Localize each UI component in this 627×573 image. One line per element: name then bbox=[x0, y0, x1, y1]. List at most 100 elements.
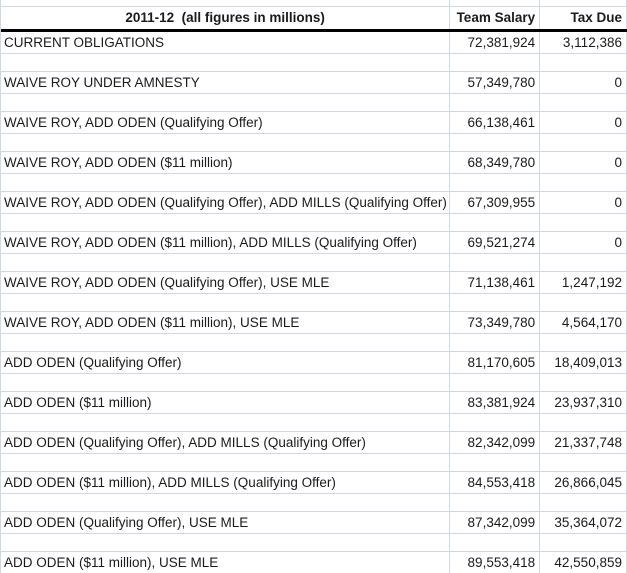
tax-due-cell[interactable]: 4,564,170 bbox=[540, 312, 627, 333]
team-salary-cell[interactable]: 57,349,780 bbox=[450, 72, 541, 93]
scenario-cell[interactable]: CURRENT OBLIGATIONS bbox=[1, 32, 451, 53]
header-team-salary-cell[interactable]: Team Salary bbox=[450, 7, 541, 29]
table-row: WAIVE ROY, ADD ODEN ($11 million) 68,349… bbox=[1, 152, 627, 174]
cell[interactable] bbox=[450, 254, 541, 271]
cell[interactable] bbox=[450, 214, 541, 231]
team-salary-cell[interactable]: 83,381,924 bbox=[450, 392, 541, 413]
cell[interactable] bbox=[540, 534, 627, 551]
empty-row bbox=[1, 254, 627, 272]
scenario-cell[interactable]: ADD ODEN ($11 million) bbox=[1, 392, 451, 413]
partial-row-above-header bbox=[1, 0, 627, 7]
tax-due-cell[interactable]: 18,409,013 bbox=[540, 352, 627, 373]
scenario-cell[interactable]: WAIVE ROY, ADD ODEN ($11 million) bbox=[1, 152, 451, 173]
scenario-cell[interactable]: WAIVE ROY, ADD ODEN (Qualifying Offer), … bbox=[1, 192, 451, 213]
cell[interactable] bbox=[1, 134, 451, 151]
cell[interactable] bbox=[450, 294, 541, 311]
team-salary-cell[interactable]: 66,138,461 bbox=[450, 112, 541, 133]
cell[interactable] bbox=[450, 414, 541, 431]
cell[interactable] bbox=[1, 414, 451, 431]
header-title-cell[interactable]: 2011-12 (all figures in millions) bbox=[1, 7, 451, 29]
tax-due-cell[interactable]: 0 bbox=[540, 232, 627, 253]
cell[interactable] bbox=[540, 0, 627, 6]
scenario-cell[interactable]: ADD ODEN (Qualifying Offer) bbox=[1, 352, 451, 373]
scenario-cell[interactable]: ADD ODEN (Qualifying Offer), USE MLE bbox=[1, 512, 451, 533]
tax-due-cell[interactable]: 0 bbox=[540, 72, 627, 93]
cell[interactable] bbox=[1, 54, 451, 71]
cell[interactable] bbox=[1, 174, 451, 191]
cell[interactable] bbox=[540, 174, 627, 191]
cell[interactable] bbox=[1, 94, 451, 111]
cell[interactable] bbox=[540, 254, 627, 271]
team-salary-cell[interactable]: 89,553,418 bbox=[450, 552, 541, 573]
team-salary-cell[interactable]: 72,381,924 bbox=[450, 32, 541, 53]
tax-due-cell[interactable]: 26,866,045 bbox=[540, 472, 627, 493]
scenario-cell[interactable]: WAIVE ROY UNDER AMNESTY bbox=[1, 72, 451, 93]
team-salary-cell[interactable]: 68,349,780 bbox=[450, 152, 541, 173]
tax-due-cell[interactable]: 3,112,386 bbox=[540, 32, 627, 53]
tax-due-cell[interactable]: 0 bbox=[540, 112, 627, 133]
scenario-cell[interactable]: WAIVE ROY, ADD ODEN ($11 million), USE M… bbox=[1, 312, 451, 333]
scenario-cell[interactable]: WAIVE ROY, ADD ODEN ($11 million), ADD M… bbox=[1, 232, 451, 253]
team-salary-cell[interactable]: 69,521,274 bbox=[450, 232, 541, 253]
cell[interactable] bbox=[1, 294, 451, 311]
cell[interactable] bbox=[450, 174, 541, 191]
cell[interactable] bbox=[450, 94, 541, 111]
cell[interactable] bbox=[1, 494, 451, 511]
empty-row bbox=[1, 374, 627, 392]
team-salary-cell[interactable]: 81,170,605 bbox=[450, 352, 541, 373]
cell[interactable] bbox=[450, 454, 541, 471]
cell[interactable] bbox=[1, 0, 451, 6]
cell[interactable] bbox=[450, 534, 541, 551]
scenario-cell[interactable]: ADD ODEN ($11 million), ADD MILLS (Quali… bbox=[1, 472, 451, 493]
table-row: ADD ODEN (Qualifying Offer), ADD MILLS (… bbox=[1, 432, 627, 454]
tax-due-cell[interactable]: 42,550,859 bbox=[540, 552, 627, 573]
cell[interactable] bbox=[540, 54, 627, 71]
team-salary-cell[interactable]: 82,342,099 bbox=[450, 432, 541, 453]
cell[interactable] bbox=[540, 494, 627, 511]
cell[interactable] bbox=[540, 414, 627, 431]
cell[interactable] bbox=[540, 374, 627, 391]
cell[interactable] bbox=[1, 374, 451, 391]
cell[interactable] bbox=[450, 494, 541, 511]
cell[interactable] bbox=[1, 334, 451, 351]
scenario-cell[interactable]: ADD ODEN ($11 million), USE MLE bbox=[1, 552, 451, 573]
table-row: WAIVE ROY UNDER AMNESTY 57,349,780 0 bbox=[1, 72, 627, 94]
cell[interactable] bbox=[1, 254, 451, 271]
tax-due-cell[interactable]: 23,937,310 bbox=[540, 392, 627, 413]
team-salary-cell[interactable]: 87,342,099 bbox=[450, 512, 541, 533]
empty-row bbox=[1, 414, 627, 432]
cell[interactable] bbox=[540, 334, 627, 351]
table-row: WAIVE ROY, ADD ODEN ($11 million), ADD M… bbox=[1, 232, 627, 254]
empty-row bbox=[1, 134, 627, 152]
scenario-cell[interactable]: WAIVE ROY, ADD ODEN (Qualifying Offer), … bbox=[1, 272, 451, 293]
cell[interactable] bbox=[540, 94, 627, 111]
cell[interactable] bbox=[450, 54, 541, 71]
cell[interactable] bbox=[450, 134, 541, 151]
empty-row bbox=[1, 94, 627, 112]
cell[interactable] bbox=[1, 214, 451, 231]
team-salary-cell[interactable]: 73,349,780 bbox=[450, 312, 541, 333]
cell[interactable] bbox=[540, 214, 627, 231]
header-tax-due-cell[interactable]: Tax Due bbox=[540, 7, 627, 29]
cell[interactable] bbox=[450, 374, 541, 391]
scenario-cell[interactable]: WAIVE ROY, ADD ODEN (Qualifying Offer) bbox=[1, 112, 451, 133]
team-salary-cell[interactable]: 84,553,418 bbox=[450, 472, 541, 493]
scenario-cell[interactable]: ADD ODEN (Qualifying Offer), ADD MILLS (… bbox=[1, 432, 451, 453]
cell[interactable] bbox=[540, 454, 627, 471]
table-row: WAIVE ROY, ADD ODEN (Qualifying Offer) 6… bbox=[1, 112, 627, 134]
team-salary-cell[interactable]: 71,138,461 bbox=[450, 272, 541, 293]
tax-due-cell[interactable]: 1,247,192 bbox=[540, 272, 627, 293]
cell[interactable] bbox=[450, 0, 541, 6]
cell[interactable] bbox=[1, 534, 451, 551]
team-salary-cell[interactable]: 67,309,955 bbox=[450, 192, 541, 213]
tax-due-cell[interactable]: 21,337,748 bbox=[540, 432, 627, 453]
cell[interactable] bbox=[1, 454, 451, 471]
empty-row bbox=[1, 54, 627, 72]
tax-due-cell[interactable]: 0 bbox=[540, 152, 627, 173]
cell[interactable] bbox=[540, 294, 627, 311]
tax-due-cell[interactable]: 35,364,072 bbox=[540, 512, 627, 533]
tax-due-cell[interactable]: 0 bbox=[540, 192, 627, 213]
table-row: WAIVE ROY, ADD ODEN ($11 million), USE M… bbox=[1, 312, 627, 334]
cell[interactable] bbox=[540, 134, 627, 151]
cell[interactable] bbox=[450, 334, 541, 351]
